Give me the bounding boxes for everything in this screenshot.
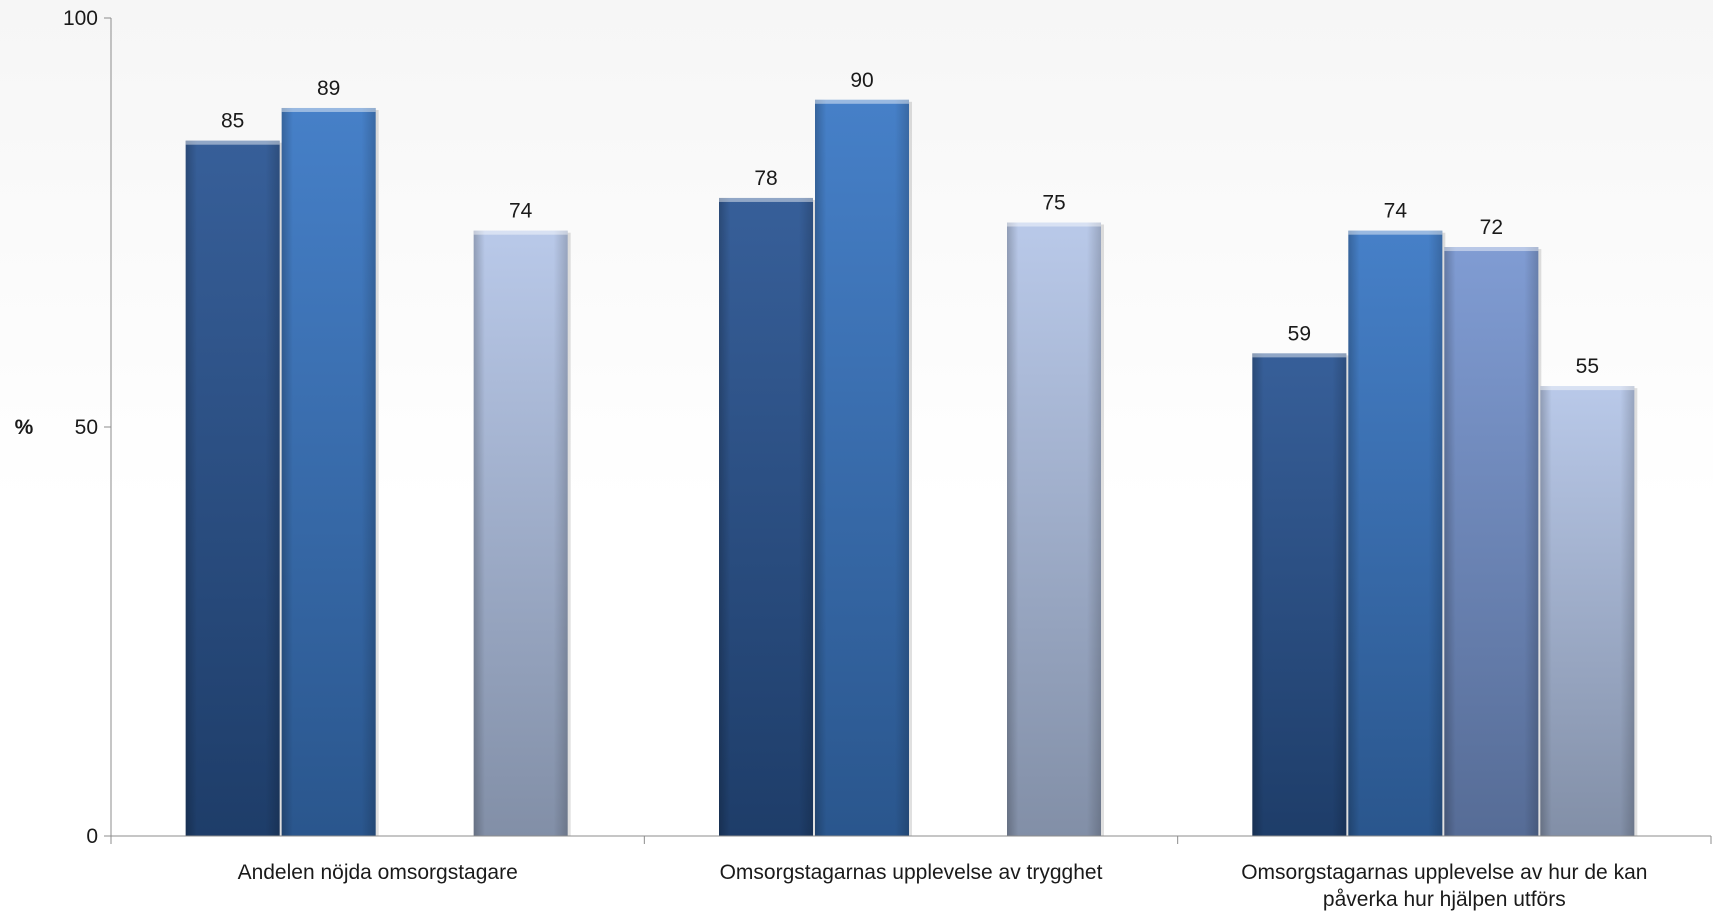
bar	[1348, 230, 1446, 836]
bar	[815, 99, 912, 837]
data-label: 72	[1480, 216, 1503, 239]
data-label: 90	[850, 69, 873, 92]
y-tick-label: 0	[86, 825, 98, 848]
data-label: 85	[221, 110, 244, 133]
bar	[719, 197, 816, 836]
bar	[1007, 222, 1104, 836]
data-label: 74	[1384, 200, 1408, 223]
bar	[1444, 247, 1542, 837]
data-label: 55	[1576, 355, 1599, 378]
x-tick-label: Omsorgstagarnas upplevelse av trygghet	[720, 861, 1103, 884]
x-axis: Andelen nöjda omsorgstagare Omsorgstagarn…	[110, 835, 1712, 911]
bar	[473, 230, 571, 836]
y-tick-label: 50	[75, 416, 98, 439]
y-tick-label: 100	[63, 7, 98, 30]
data-labels: 85 89 74 78 90 75 59 74 72 55	[221, 69, 1599, 378]
bar	[185, 140, 283, 836]
data-label: 75	[1042, 192, 1065, 215]
x-tick-label: Andelen nöjda omsorgstagare	[238, 861, 518, 884]
bar	[281, 107, 379, 837]
x-tick-label: Omsorgstagarnas upplevelse av hur de kan	[1241, 861, 1647, 884]
y-axis: 0 50 100	[63, 7, 112, 848]
x-tick-label: påverka hur hjälpen utförs	[1323, 888, 1566, 911]
data-label: 78	[754, 167, 777, 190]
bars	[185, 99, 1638, 837]
data-label: 74	[509, 200, 533, 223]
bar	[1252, 353, 1350, 836]
bar	[1540, 386, 1638, 836]
y-axis-label: %	[15, 416, 34, 439]
data-label: 59	[1288, 322, 1311, 345]
data-label: 89	[317, 77, 340, 100]
